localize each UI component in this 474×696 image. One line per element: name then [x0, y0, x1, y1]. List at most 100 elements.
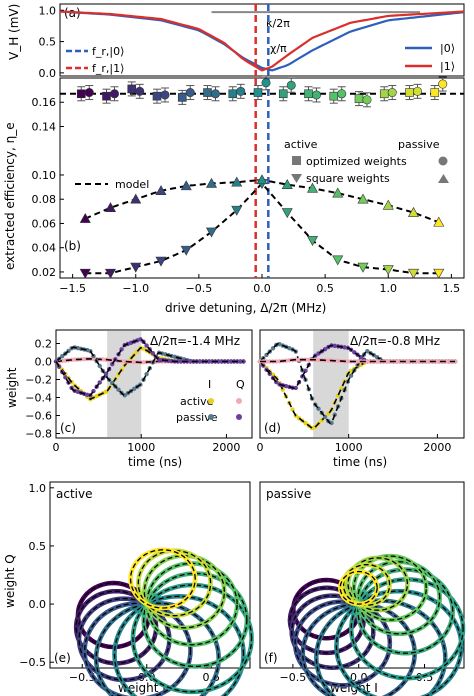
panel-c-frame	[55, 329, 253, 439]
point-sq-passive	[256, 174, 268, 185]
panel-a: (a) V_H (mV) κ/2π χ/π f_r,|0⟩ f_r,|1⟩ |0…	[7, 3, 465, 80]
ytick-label: −0.6	[25, 410, 52, 423]
ytick-label-a: 0.5	[39, 36, 57, 49]
panel-b-ylabel: extracted efficiency, η_e	[3, 122, 17, 270]
panel-f-title: passive	[266, 487, 311, 501]
data-q-active	[316, 357, 321, 363]
legend-sq-passive-marker	[438, 174, 449, 183]
loop-fit	[129, 549, 196, 609]
point-sq-passive	[332, 187, 344, 198]
point-sq-passive	[357, 193, 369, 204]
point-sq-passive	[433, 216, 445, 227]
point-sq-active	[433, 268, 445, 279]
data-i-passive	[60, 354, 65, 359]
panel-d-label: (d)	[264, 421, 281, 435]
legend-c-I-passive	[208, 414, 214, 420]
panel-c-ylabel: weight	[5, 367, 19, 408]
point-sq-passive	[407, 206, 420, 217]
model-square-active	[85, 182, 439, 275]
point-opt-active	[152, 91, 162, 101]
data-q-active	[72, 357, 77, 362]
data-q-active	[374, 359, 380, 364]
loop-fit	[347, 557, 409, 611]
loop-fit	[95, 602, 220, 696]
ytick-label-b: 0.08	[32, 193, 57, 206]
xtick-label-b: 1.0	[380, 282, 398, 295]
point-opt-passive	[84, 88, 94, 98]
panel-a-ylabel: V_H (mV)	[7, 4, 21, 60]
data-q-passive	[178, 359, 184, 364]
legend-a-1: |1⟩	[440, 60, 455, 73]
legend-opt-passive-marker	[438, 156, 448, 166]
point-sq-active	[180, 245, 192, 256]
data-q-passive	[188, 359, 193, 364]
panel-c-xlabel: time (ns)	[128, 455, 182, 469]
point-opt-active	[304, 89, 313, 99]
fit-3	[55, 338, 244, 397]
panel-f-label: (f)	[264, 651, 278, 665]
data-q-active	[345, 359, 351, 364]
data-q-passive	[197, 359, 202, 364]
point-opt-passive	[211, 89, 221, 99]
data-q-active	[407, 359, 412, 364]
data-q-active	[326, 358, 331, 363]
data-q-active	[100, 357, 106, 362]
point-sq-passive	[180, 180, 192, 191]
point-sq-passive	[104, 202, 117, 212]
point-sq-active	[332, 255, 344, 266]
legend-a-0: |0⟩	[440, 42, 455, 55]
data-q-active	[141, 360, 146, 365]
data-i-active	[141, 346, 146, 351]
vline-label-0: f_r,|0⟩	[92, 45, 124, 58]
legend-sq-active-marker	[291, 174, 302, 183]
ytick-label: 0.2	[35, 338, 53, 351]
vline-label-1: f_r,|1⟩	[92, 62, 124, 75]
data-i-passive	[116, 387, 121, 392]
panel-e: (e) active weight Q weight I −0.5 0.0 0.5−…	[3, 481, 254, 696]
loop-fit	[132, 584, 253, 693]
data-q-active	[287, 358, 292, 363]
legend-c-passive: passive	[176, 411, 218, 424]
panel-b: (b) extracted efficiency, η_e drive detu…	[3, 75, 465, 315]
data-q-active	[452, 359, 458, 364]
data-q-active	[283, 358, 289, 363]
data-i-active	[348, 368, 354, 374]
point-opt-passive	[185, 88, 195, 98]
data-q-active	[81, 356, 87, 362]
point-sq-active	[281, 208, 293, 219]
point-sq-passive	[231, 176, 243, 187]
data-q-active	[122, 359, 127, 364]
point-opt-active	[203, 88, 212, 97]
panel-d-frame	[259, 329, 465, 439]
ytick-label-b: 0.14	[32, 120, 57, 133]
point-opt-passive	[438, 79, 448, 89]
point-opt-active	[228, 89, 238, 99]
data-q-active	[397, 359, 403, 364]
point-sq-active	[382, 265, 394, 276]
loop-fit	[357, 561, 441, 635]
xtick-label: 1000	[335, 441, 363, 454]
data-i-passive	[144, 371, 149, 377]
ytick-label: −0.2	[25, 374, 52, 387]
xtick-label-b: 0.5	[316, 282, 334, 295]
data-q-active	[355, 359, 360, 364]
legend-opt-active-marker	[292, 156, 301, 165]
panel-e-frame	[49, 481, 251, 669]
loop-fit	[342, 563, 391, 606]
data-i-passive	[131, 386, 137, 392]
point-opt-passive	[337, 89, 347, 99]
xtick-label: 0	[257, 441, 264, 454]
point-sq-active	[104, 268, 117, 279]
ytick-label: −0.4	[25, 392, 52, 405]
point-opt-active	[354, 94, 364, 103]
fit-3	[260, 358, 456, 363]
panel-f-frame	[259, 481, 465, 669]
point-sq-active	[79, 268, 91, 279]
data-q-passive	[150, 350, 156, 356]
data-q-active	[335, 358, 341, 364]
data-i-passive	[348, 373, 354, 378]
point-opt-passive	[135, 86, 145, 96]
ytick-label: 0.0	[35, 356, 53, 369]
data-q-active	[423, 359, 429, 364]
